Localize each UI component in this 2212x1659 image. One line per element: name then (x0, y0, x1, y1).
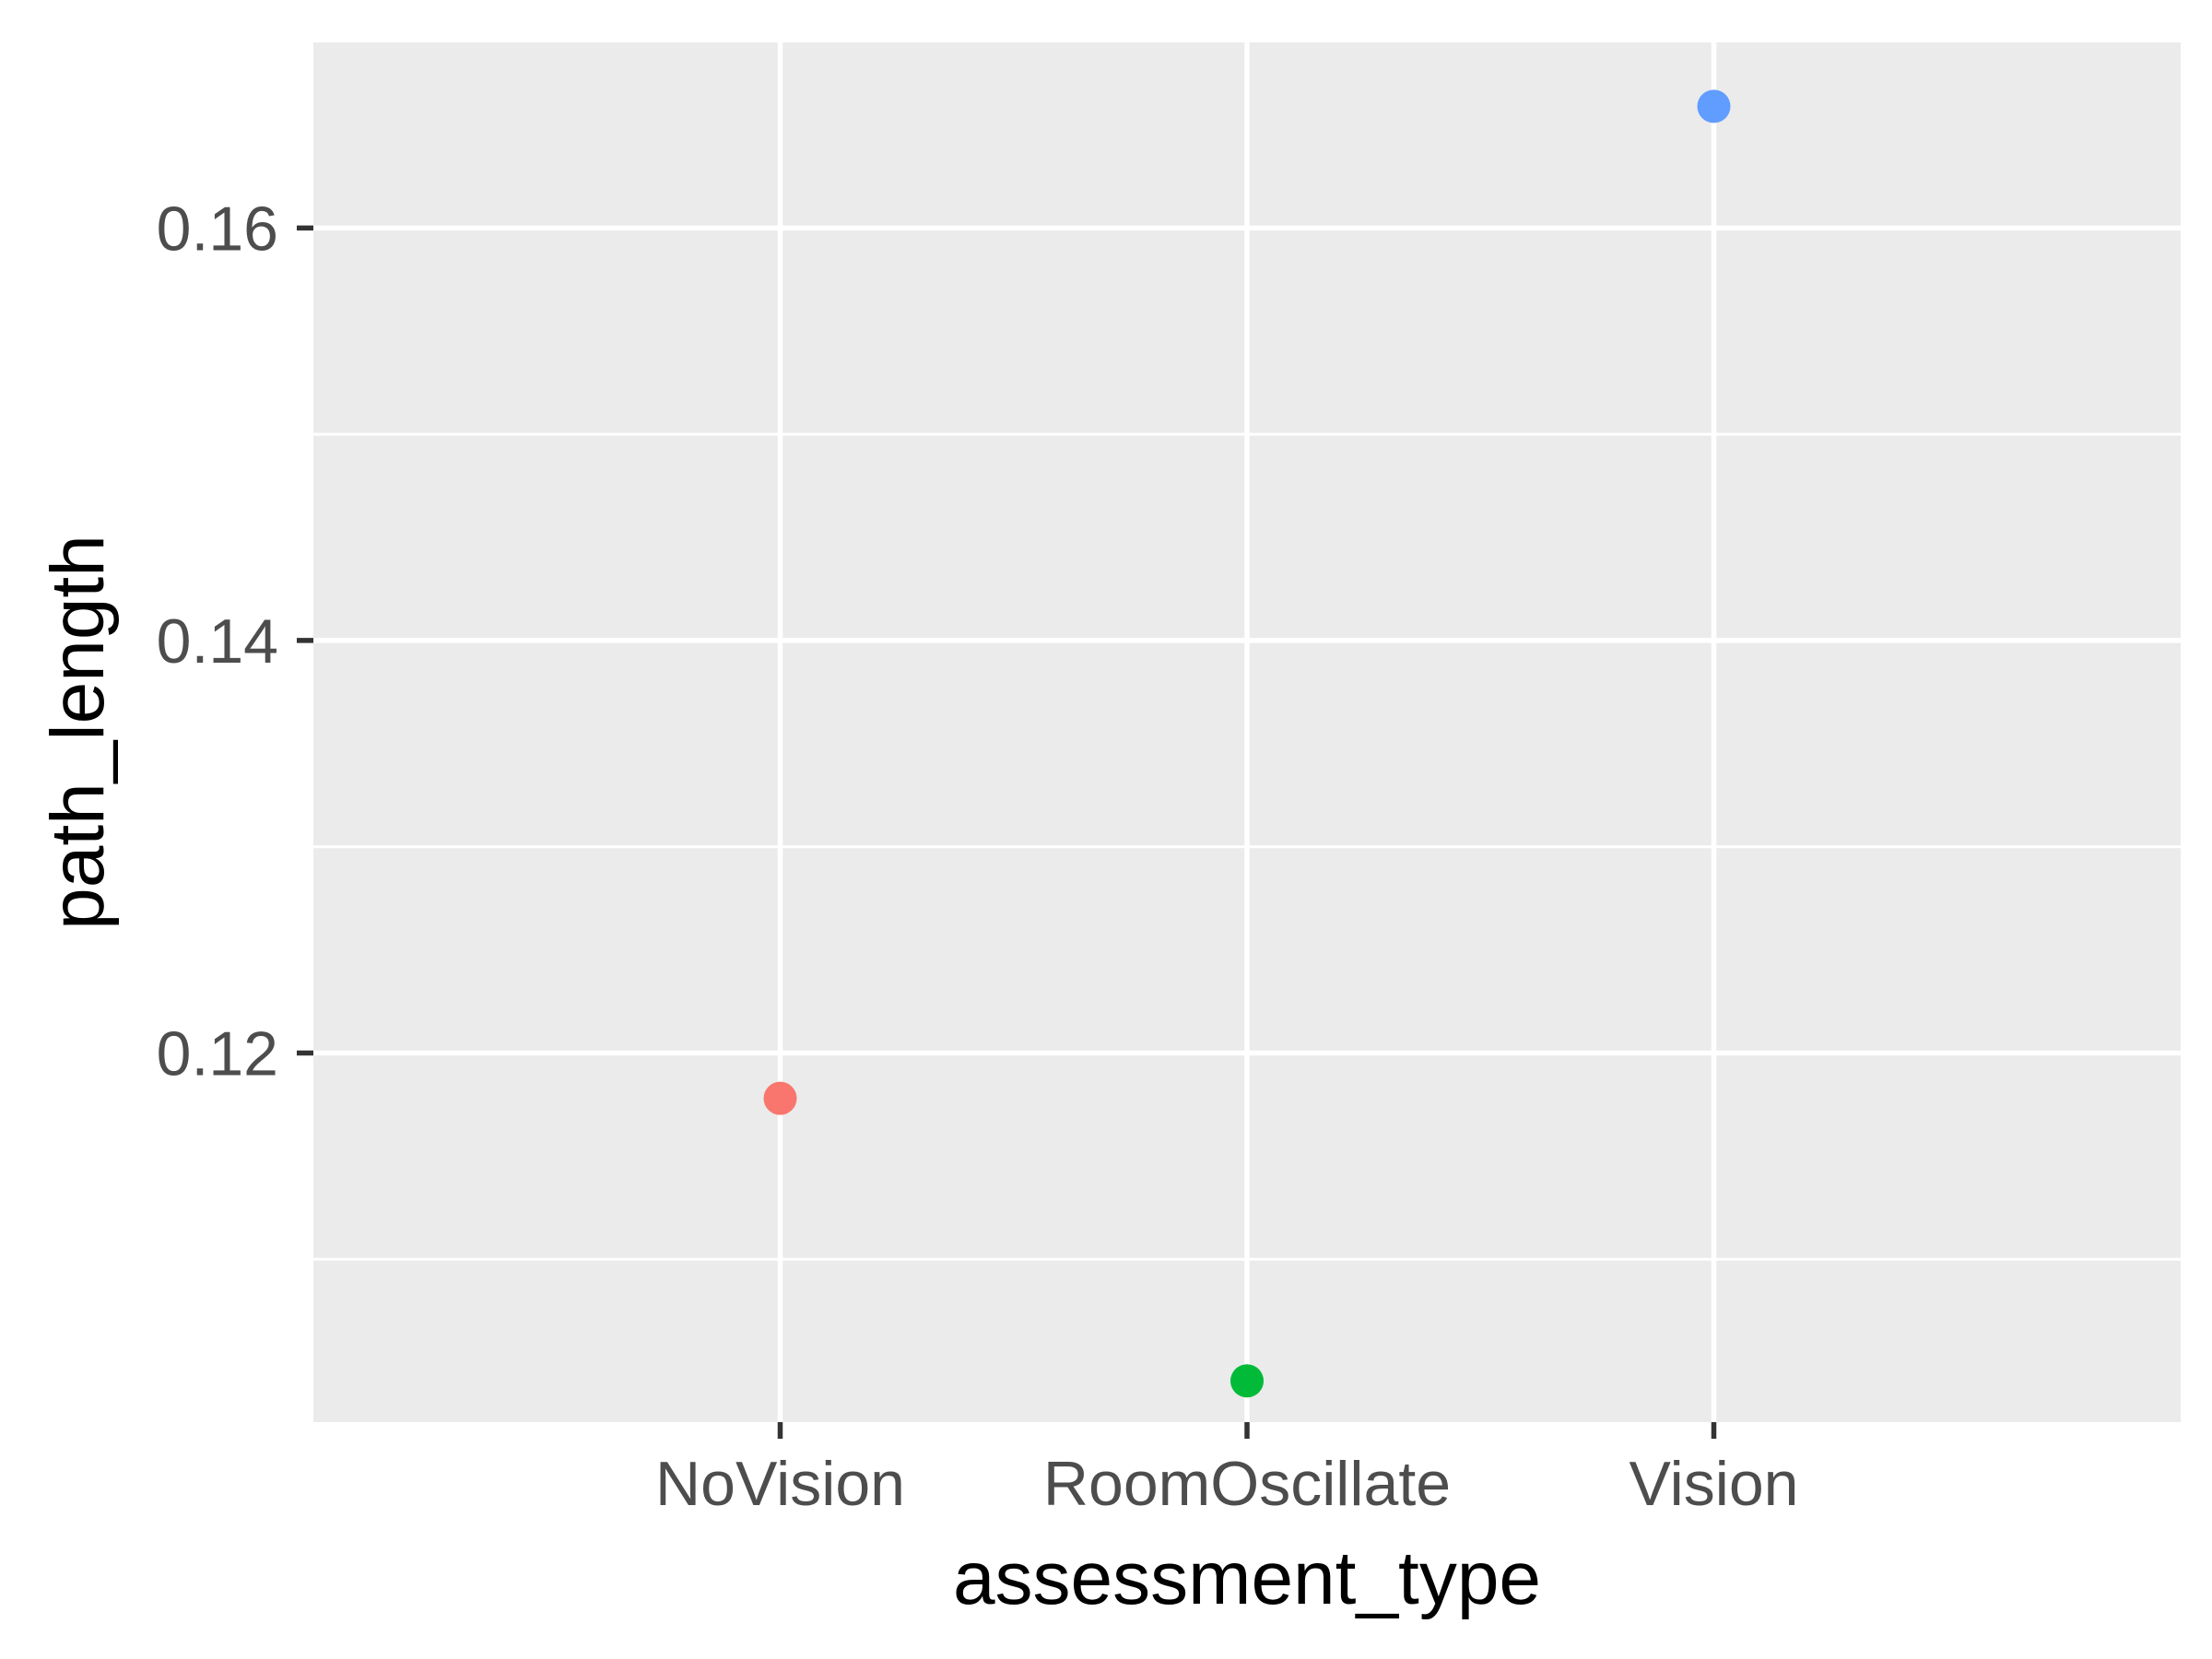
x-axis-title: assessment_type (953, 1536, 1541, 1620)
y-tick-label-2: 0.16 (157, 194, 278, 264)
y-tick-label-0: 0.12 (157, 1018, 278, 1088)
major-gridlines (313, 42, 2181, 1422)
data-points (763, 89, 1731, 1398)
x-tick-label-0: NoVision (655, 1449, 905, 1519)
x-axis: NoVision RoomOscillate Vision (655, 1422, 1798, 1519)
data-point-vision (1697, 89, 1731, 124)
data-point-roomoscillate (1230, 1364, 1264, 1398)
y-axis: 0.12 0.14 0.16 (157, 194, 313, 1088)
y-tick-label-1: 0.14 (157, 606, 278, 677)
data-point-novision (763, 1081, 797, 1115)
x-tick-label-1: RoomOscillate (1043, 1449, 1451, 1519)
x-tick-label-2: Vision (1630, 1449, 1799, 1519)
y-axis-title: path_length (36, 535, 120, 930)
